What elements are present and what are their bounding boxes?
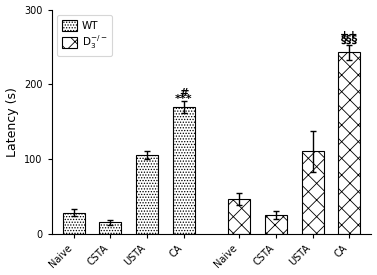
- Legend: WT, D$_3^{-/-}$: WT, D$_3^{-/-}$: [57, 15, 112, 56]
- Text: §§§: §§§: [341, 35, 358, 45]
- Bar: [265, 215, 287, 234]
- Text: ++: ++: [340, 30, 359, 40]
- Bar: [302, 152, 324, 234]
- Bar: [100, 222, 121, 234]
- Bar: [228, 199, 250, 234]
- Bar: [173, 107, 195, 234]
- Bar: [339, 52, 360, 234]
- Text: #: #: [179, 88, 188, 98]
- Bar: [63, 213, 85, 234]
- Text: ***: ***: [175, 94, 193, 104]
- Y-axis label: Latency (s): Latency (s): [6, 87, 18, 156]
- Bar: [136, 155, 158, 234]
